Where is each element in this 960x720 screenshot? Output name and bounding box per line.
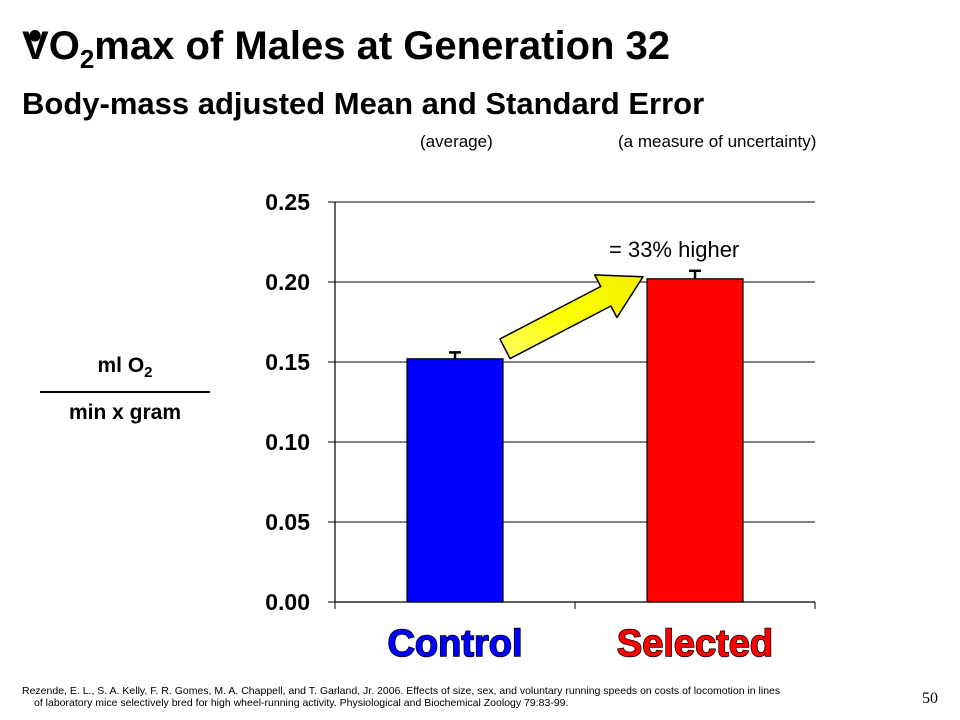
y-axis-label-bottom: min x gram xyxy=(68,401,182,424)
title-v: V xyxy=(22,24,49,68)
title-o: O xyxy=(48,24,80,68)
bar-selected xyxy=(646,278,744,603)
page-number: 50 xyxy=(922,690,938,707)
note-standard-error: (a measure of uncertainty) xyxy=(618,132,817,151)
bar-control xyxy=(406,358,504,603)
title-rest: max of Males at Generation 32 xyxy=(94,24,671,68)
y-tick-label: 0.00 xyxy=(265,589,310,615)
y-tick-label: 0.25 xyxy=(265,189,310,215)
increase-arrow xyxy=(499,274,644,360)
slide-title: • VO2max of Males at Generation 32 xyxy=(22,14,671,87)
title-subscript: 2 xyxy=(79,44,95,74)
y-axis-label-top: ml O xyxy=(97,354,145,377)
annotation-33-percent-higher: = 33% higher xyxy=(609,237,739,262)
y-axis-label-subscript: 2 xyxy=(144,364,153,381)
y-axis-label: ml O2 min x gram xyxy=(40,354,210,425)
y-tick-label: 0.10 xyxy=(265,429,310,455)
y-tick-label: 0.15 xyxy=(265,349,310,375)
category-label: Control xyxy=(387,623,522,665)
citation-line-2: of laboratory mice selectively bred for … xyxy=(34,697,569,709)
note-mean: (average) xyxy=(420,132,493,151)
category-label: Selected xyxy=(617,623,773,665)
y-tick-label: 0.05 xyxy=(265,509,310,535)
vdot-mark: • xyxy=(28,14,43,58)
citation-line-1: Rezende, E. L., S. A. Kelly, F. R. Gomes… xyxy=(22,685,781,697)
citation: Rezende, E. L., S. A. Kelly, F. R. Gomes… xyxy=(22,685,780,709)
fraction-line xyxy=(40,391,210,393)
y-axis-label-numerator: ml O2 xyxy=(40,354,210,381)
y-tick-label: 0.20 xyxy=(265,269,310,295)
slide-subtitle: Body-mass adjusted Mean and Standard Err… xyxy=(22,86,705,121)
